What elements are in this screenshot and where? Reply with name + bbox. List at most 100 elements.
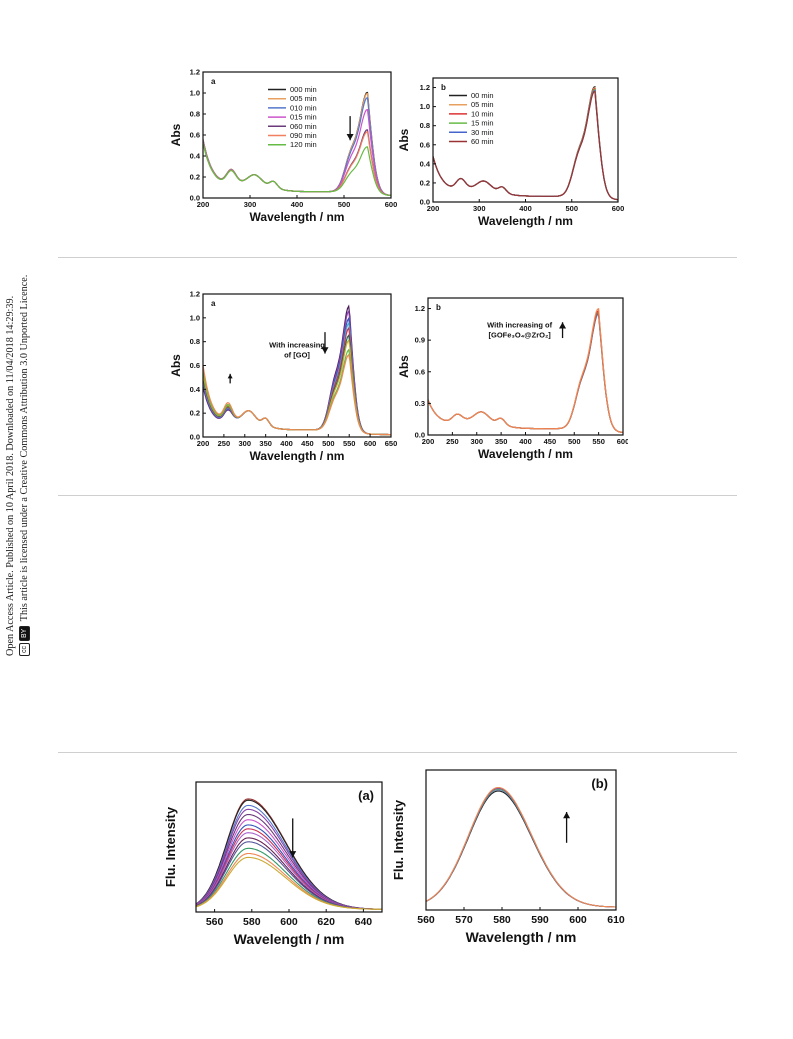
annotation-text: [GOFe₃O₄@ZrO₂] bbox=[489, 331, 552, 340]
y-tick-label: 0.8 bbox=[420, 121, 430, 130]
x-axis-label: Wavelength / nm bbox=[478, 447, 573, 461]
x-axis-label: Wavelength / nm bbox=[250, 210, 345, 224]
x-tick-label: 560 bbox=[417, 914, 435, 926]
y-tick-label: 0.2 bbox=[190, 409, 200, 418]
y-axis-label: Flu. Intensity bbox=[163, 806, 178, 887]
series-line-3 bbox=[426, 788, 616, 908]
licence-line-1: Open Access Article. Published on 10 Apr… bbox=[5, 295, 16, 656]
y-tick-label: 0.9 bbox=[415, 336, 425, 345]
trend-arrow-head bbox=[289, 851, 297, 858]
x-tick-label: 640 bbox=[355, 916, 373, 928]
series-line-1 bbox=[203, 304, 391, 436]
x-axis-label: Wavelength / nm bbox=[250, 449, 345, 463]
x-tick-label: 500 bbox=[568, 437, 581, 446]
x-axis-label: Wavelength / nm bbox=[234, 931, 345, 947]
y-tick-label: 0.8 bbox=[190, 337, 200, 346]
x-tick-label: 560 bbox=[206, 916, 224, 928]
series-line-8 bbox=[203, 348, 391, 436]
y-tick-label: 0.6 bbox=[190, 131, 200, 140]
series-line-7 bbox=[203, 142, 391, 196]
x-tick-label: 550 bbox=[343, 439, 356, 448]
annotation-text: of [GO] bbox=[284, 351, 310, 360]
axis-frame bbox=[425, 769, 617, 911]
legend-label: 60 min bbox=[471, 137, 494, 146]
x-tick-label: 200 bbox=[197, 439, 210, 448]
series-line-4 bbox=[426, 787, 616, 908]
series-line-14 bbox=[196, 856, 382, 910]
x-tick-label: 400 bbox=[280, 439, 293, 448]
x-tick-label: 610 bbox=[607, 914, 625, 926]
y-tick-label: 0.6 bbox=[415, 367, 425, 376]
x-tick-label: 400 bbox=[519, 204, 532, 213]
y-tick-label: 0.2 bbox=[420, 178, 430, 187]
legend-label: 30 min bbox=[471, 128, 494, 137]
y-axis-label: Abs bbox=[398, 355, 411, 378]
uv-vis-chart-time-b: 200 300 400 500 600 0.0 0.2 0.4 0.6 0.8 1.0 1.2 Wave… bbox=[398, 77, 625, 228]
x-tick-label: 350 bbox=[495, 437, 508, 446]
panel-label: b bbox=[436, 303, 441, 312]
x-tick-label: 500 bbox=[322, 439, 335, 448]
x-tick-label: 450 bbox=[301, 439, 314, 448]
series-line-5 bbox=[428, 307, 623, 433]
x-axis-label: Wavelength / nm bbox=[478, 214, 573, 228]
trend-arrow-head bbox=[227, 373, 233, 379]
x-tick-label: 300 bbox=[244, 200, 257, 209]
x-tick-label: 200 bbox=[427, 204, 440, 213]
fluorescence-chart-b: 560 570 580 590 600 610 Wavelength / nm Flu. In… bbox=[391, 769, 625, 945]
x-tick-label: 400 bbox=[291, 200, 304, 209]
y-tick-label: 0.0 bbox=[420, 198, 430, 207]
y-tick-label: 1.2 bbox=[420, 83, 430, 92]
y-tick-label: 0.3 bbox=[415, 399, 425, 408]
x-tick-label: 600 bbox=[385, 200, 398, 209]
trend-arrow-head bbox=[563, 812, 571, 819]
licence-line-2-row: cc BY This article is licensed under a Cr… bbox=[18, 196, 32, 656]
legend-label: 15 min bbox=[471, 119, 494, 128]
panel-label: (a) bbox=[358, 788, 374, 803]
y-tick-label: 1.0 bbox=[420, 102, 430, 111]
fluorescence-chart-a: 560 580 600 620 640 Wavelength / nm Flu. Inten… bbox=[163, 781, 383, 947]
series-line-5 bbox=[426, 786, 616, 908]
y-tick-label: 0.4 bbox=[190, 385, 201, 394]
y-tick-label: 0.4 bbox=[420, 159, 431, 168]
y-tick-label: 0.6 bbox=[420, 140, 430, 149]
y-tick-label: 0.8 bbox=[190, 110, 200, 119]
licence-line-2: This article is licensed under a Creativ… bbox=[19, 274, 30, 622]
section-divider-3 bbox=[58, 752, 737, 753]
section-divider-1 bbox=[58, 257, 737, 258]
x-tick-label: 580 bbox=[243, 916, 261, 928]
x-tick-label: 600 bbox=[364, 439, 377, 448]
legend-label: 05 min bbox=[471, 100, 494, 109]
legend-label: 090 min bbox=[290, 131, 317, 140]
plot-area bbox=[196, 798, 382, 910]
x-tick-label: 600 bbox=[617, 437, 628, 446]
y-tick-label: 0.0 bbox=[190, 194, 200, 203]
x-tick-label: 450 bbox=[544, 437, 557, 446]
x-tick-label: 500 bbox=[565, 204, 578, 213]
legend-label: 10 min bbox=[471, 109, 494, 118]
y-axis-label: Abs bbox=[170, 354, 183, 377]
x-tick-label: 200 bbox=[422, 437, 435, 446]
legend-label: 000 min bbox=[290, 85, 317, 94]
y-tick-label: 0.6 bbox=[190, 361, 200, 370]
uv-vis-chart-go-a: 200 250 300 350 400 450 500 550 600 650 0.0 0.2 0.4 0… bbox=[170, 290, 397, 464]
x-tick-label: 600 bbox=[612, 204, 625, 213]
x-tick-label: 550 bbox=[592, 437, 605, 446]
annotation-text: With increasing of bbox=[487, 321, 552, 330]
x-tick-label: 350 bbox=[259, 439, 272, 448]
x-tick-label: 200 bbox=[197, 200, 210, 209]
x-axis-label: Wavelength / nm bbox=[466, 929, 577, 945]
trend-arrow-head bbox=[559, 322, 567, 329]
x-tick-label: 300 bbox=[473, 204, 486, 213]
cc-icon: cc bbox=[19, 643, 31, 656]
x-tick-label: 580 bbox=[493, 914, 511, 926]
trend-arrow-head bbox=[346, 133, 354, 141]
x-tick-label: 300 bbox=[470, 437, 483, 446]
y-tick-label: 0.0 bbox=[415, 431, 425, 440]
y-tick-label: 0.4 bbox=[190, 152, 201, 161]
legend-label: 120 min bbox=[290, 140, 317, 149]
plot-area bbox=[203, 91, 391, 196]
y-axis-label: Abs bbox=[398, 128, 411, 151]
section-divider-2 bbox=[58, 495, 737, 496]
legend-label: 010 min bbox=[290, 103, 317, 112]
panel-label: a bbox=[211, 299, 216, 308]
